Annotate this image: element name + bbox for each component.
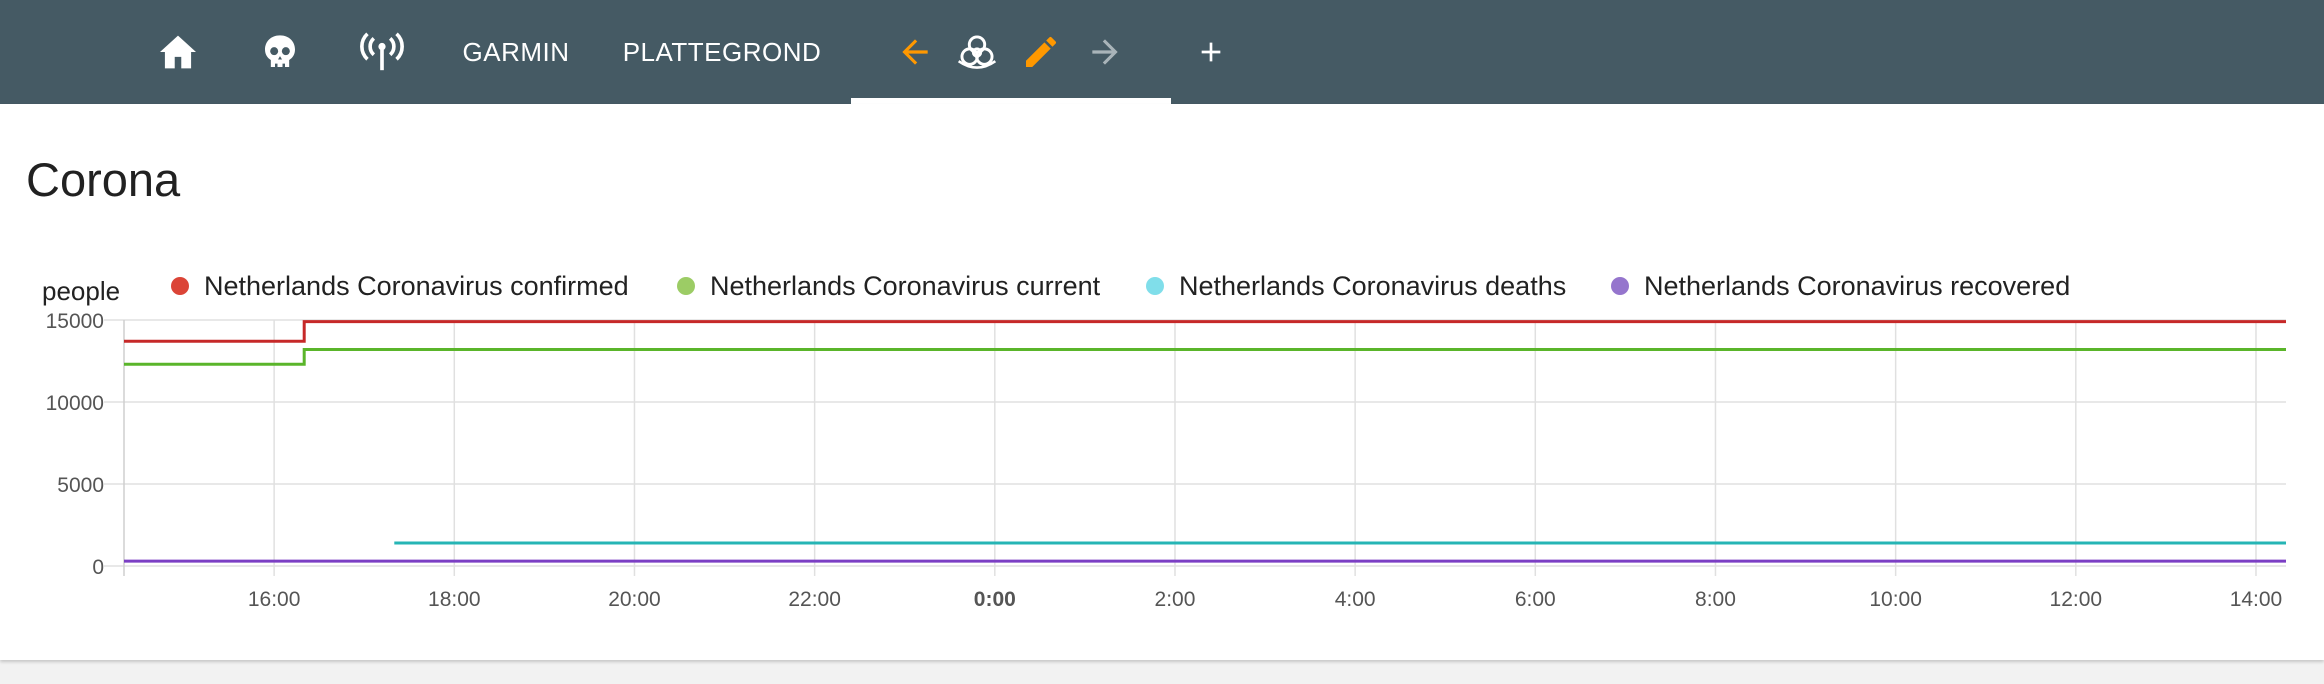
tab-corona[interactable]	[952, 0, 1002, 104]
x-tick-label: 6:00	[1515, 588, 1556, 611]
x-tick-label: 2:00	[1155, 588, 1196, 611]
add-tab-button[interactable]	[1184, 0, 1238, 104]
tab-plattegrond[interactable]: PLATTEGROND	[615, 0, 829, 104]
corona-chart: 0 5000 10000 15000 16:00 18:00 20:00 22:00 0:00 2…	[42, 271, 2286, 611]
active-tab-indicator	[851, 98, 1171, 104]
series-line	[124, 348, 2286, 366]
legend-label: Netherlands Coronavirus current	[710, 271, 1101, 301]
legend-swatch	[1611, 277, 1629, 295]
y-tick-label: 15000	[46, 310, 104, 333]
x-tick-label: 8:00	[1695, 588, 1736, 611]
legend-label: Netherlands Coronavirus deaths	[1179, 271, 1566, 301]
edit-tab-button[interactable]	[1016, 0, 1066, 104]
card-title: Corona	[26, 153, 181, 206]
plus-icon	[1201, 42, 1221, 62]
x-tick-label: 20:00	[608, 588, 661, 611]
legend-swatch	[171, 277, 189, 295]
skull-button[interactable]	[250, 0, 310, 104]
move-tab-right-button[interactable]	[1080, 0, 1130, 104]
y-tick-label: 10000	[46, 392, 104, 415]
x-tick-label: 14:00	[2230, 588, 2283, 611]
legend-swatch	[677, 277, 695, 295]
broadcast-button[interactable]	[352, 0, 412, 104]
biohazard-icon	[957, 35, 997, 69]
legend-label: Netherlands Coronavirus recovered	[1644, 271, 2070, 301]
legend-swatch	[1146, 277, 1164, 295]
skull-icon	[265, 35, 295, 67]
x-tick-label: 0:00	[974, 588, 1016, 611]
top-toolbar: GARMIN PLATTEGROND	[0, 0, 2324, 104]
move-tab-left-button[interactable]	[890, 0, 940, 104]
home-button[interactable]	[148, 0, 208, 104]
y-axis-label: people	[42, 276, 120, 306]
home-icon	[160, 35, 196, 69]
y-tick-label: 0	[92, 556, 104, 579]
tab-garmin-label: GARMIN	[462, 36, 570, 67]
pencil-icon	[1026, 36, 1056, 67]
x-tick-label: 22:00	[788, 588, 841, 611]
legend-label: Netherlands Coronavirus confirmed	[204, 271, 629, 301]
broadcast-antenna-icon	[360, 32, 404, 71]
arrow-left-icon	[902, 39, 928, 65]
series-line	[124, 320, 2286, 343]
y-tick-label: 5000	[57, 474, 104, 497]
tab-plattegrond-label: PLATTEGROND	[622, 36, 822, 67]
x-tick-label: 4:00	[1335, 588, 1376, 611]
corona-card: Corona 0 5000 10000 15000 16:00 18:00 20:00 22:…	[0, 104, 2324, 660]
x-tick-label: 12:00	[2050, 588, 2103, 611]
x-tick-label: 16:00	[248, 588, 301, 611]
arrow-right-icon	[1092, 39, 1118, 65]
tab-garmin[interactable]: GARMIN	[452, 0, 580, 104]
x-tick-label: 10:00	[1869, 588, 1922, 611]
x-tick-label: 18:00	[428, 588, 481, 611]
